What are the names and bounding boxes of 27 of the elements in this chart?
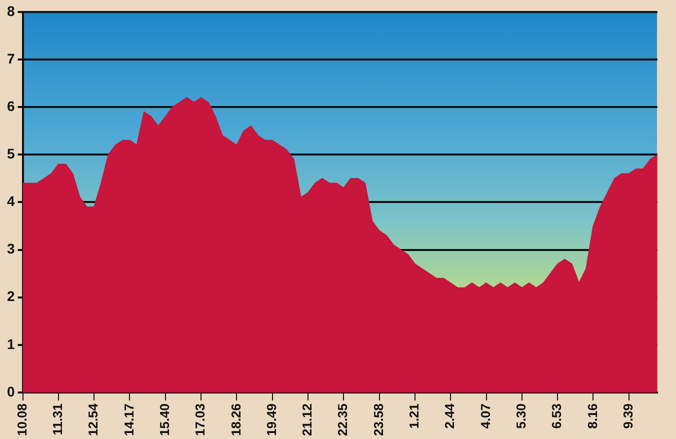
x-tick-label: 5.30 <box>514 403 528 429</box>
x-tick-label: 18.26 <box>228 403 244 436</box>
x-tick-label: 8.16 <box>584 403 600 429</box>
y-tick-label: 2 <box>6 288 15 304</box>
y-tick-label: 1 <box>6 336 15 352</box>
y-tick-label: 5 <box>6 146 15 162</box>
y-tick-label: 3 <box>6 240 15 257</box>
y-tick-label: 6 <box>6 98 15 114</box>
x-tick-label: 11.31 <box>50 403 66 436</box>
x-tick-label: 10.08 <box>14 403 30 436</box>
x-tick-label: 15.40 <box>156 403 172 436</box>
x-tick-label: 21.12 <box>300 403 315 436</box>
y-tick-label: 0 <box>6 383 15 400</box>
x-tick-label: 19.49 <box>264 403 279 436</box>
x-tick-label: 9.39 <box>620 403 636 429</box>
x-tick-label: 2.44 <box>442 402 458 429</box>
y-tick-label: 7 <box>6 50 15 66</box>
y-tick-label: 8 <box>6 2 15 19</box>
x-tick-label: 17.03 <box>192 403 208 436</box>
x-tick-label: 14.17 <box>121 403 136 436</box>
x-tick-label: 6.53 <box>549 403 564 429</box>
x-tick-label: 22.35 <box>335 403 350 436</box>
y-tick-label: 4 <box>6 193 15 210</box>
x-tick-label: 4.07 <box>478 403 493 429</box>
x-tick-label: 12.54 <box>86 402 101 436</box>
x-tick-label: 1.21 <box>406 403 422 429</box>
x-tick-label: 23.58 <box>370 403 386 436</box>
